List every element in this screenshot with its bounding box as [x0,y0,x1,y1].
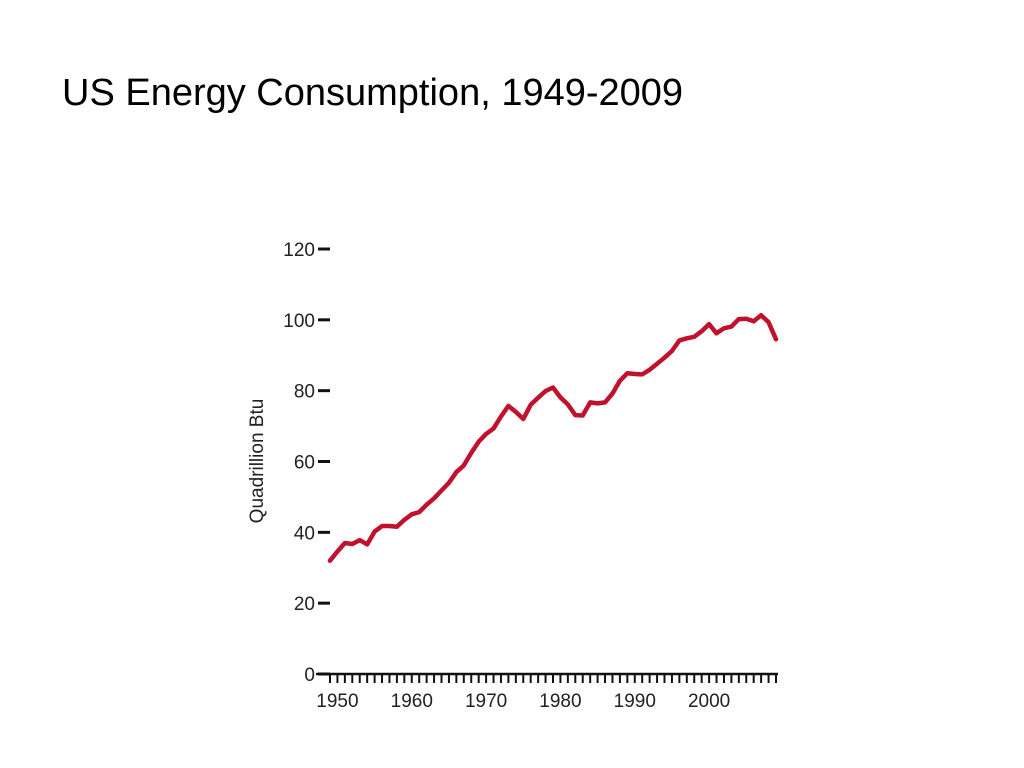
data-point [722,327,726,330]
y-tick-label: 20 [294,594,315,615]
data-point [759,314,763,317]
data-point [685,337,688,340]
data-point [484,432,488,436]
data-point [774,338,778,341]
x-tick-label: 1990 [614,691,656,712]
data-point [425,503,428,506]
x-tick-label: 1980 [539,691,581,712]
data-point [603,401,607,404]
data-point [418,510,421,514]
y-tick-label: 80 [294,382,315,403]
data-point [581,414,584,417]
data-point [492,427,495,430]
data-point [328,559,332,562]
data-point [470,451,473,455]
data-point [663,356,666,359]
data-point [336,550,339,553]
data-point [693,335,696,339]
data-point [745,317,748,320]
x-tick-label: 2000 [688,691,730,712]
data-point [395,525,399,528]
data-point [559,396,562,399]
y-tick-label: 120 [283,240,315,261]
x-tick-label: 1960 [391,691,433,712]
y-axis: 0 20 40 60 80 100 120 [283,240,330,686]
data-point [529,403,532,407]
data-point [447,481,451,484]
data-point [544,389,547,393]
data-point [358,538,361,542]
y-tick-label: 100 [283,311,315,332]
data-point [388,524,391,528]
data-point [499,415,503,418]
data-point [507,404,510,408]
data-point [588,401,592,404]
data-point [678,339,681,342]
data-point [440,489,443,492]
data-point [551,386,555,389]
y-tick-label: 60 [294,453,315,474]
series-line [327,312,779,563]
slide-title: US Energy Consumption, 1949-2009 [62,72,684,114]
data-point [514,410,518,414]
data-point [767,321,770,324]
data-point [380,524,384,528]
data-point [618,379,622,382]
data-point [737,317,741,321]
data-point [641,373,644,376]
data-point [462,464,465,467]
data-point [700,329,703,333]
data-point [670,349,674,353]
data-point [752,320,755,323]
data-point [715,332,718,335]
data-point [648,368,651,371]
data-point [707,322,711,326]
x-tick-label: 1970 [465,691,507,712]
data-point [596,402,599,405]
data-point [403,518,406,522]
y-tick-label: 0 [304,665,315,686]
data-point [351,542,354,546]
data-point [522,417,525,421]
data-point [410,513,413,516]
data-point [566,403,570,406]
y-tick-label: 40 [294,523,315,544]
x-tick-label: 1950 [316,691,358,712]
y-axis-title: Quadrillion Btu [247,399,268,524]
data-point [574,413,577,417]
data-point [365,543,369,546]
data-point [730,325,733,328]
data-point [343,541,347,545]
data-point [477,440,480,443]
x-axis: 1950 1960 1970 1980 1990 2000 [316,672,778,712]
data-point [633,372,636,376]
series-group [327,312,779,563]
data-point [373,530,376,533]
data-point [432,497,436,500]
data-point [655,362,659,365]
data-point [455,470,458,474]
data-point [536,396,540,399]
data-point [626,372,629,375]
data-point [611,392,614,395]
